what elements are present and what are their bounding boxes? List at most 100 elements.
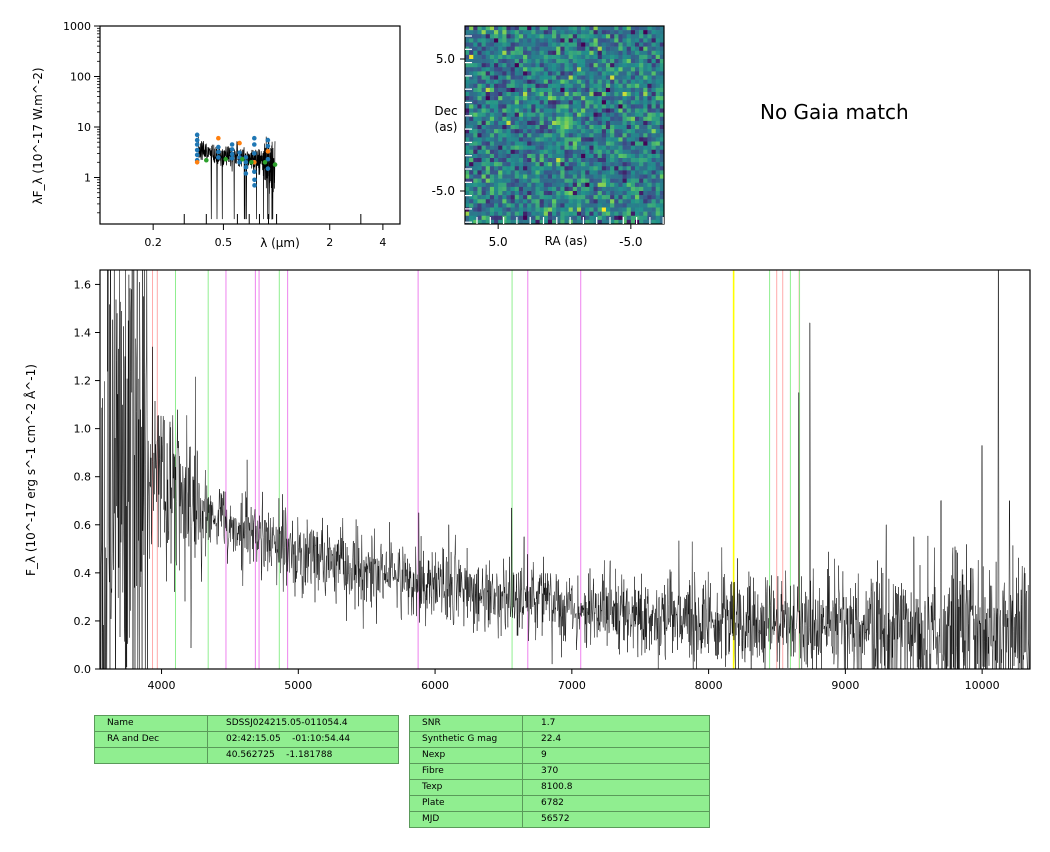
image-pixel — [523, 207, 528, 212]
image-pixel — [518, 100, 524, 105]
image-pixel — [614, 166, 619, 171]
table-key-cell: Synthetic G mag — [409, 731, 523, 748]
image-pixel — [535, 219, 540, 225]
image-pixel — [523, 96, 528, 101]
image-pixel — [547, 178, 553, 184]
image-pixel — [589, 71, 594, 76]
image-pixel — [618, 96, 623, 101]
image-pixel — [465, 149, 470, 155]
image-pixel — [568, 116, 574, 122]
image-pixel — [465, 108, 470, 113]
image-pixel — [485, 133, 491, 138]
image-pixel — [547, 211, 553, 217]
image-pixel — [477, 125, 482, 130]
image-pixel — [593, 219, 598, 225]
image-pixel — [576, 178, 582, 184]
image-pixel — [572, 42, 578, 47]
image-pixel — [523, 104, 528, 109]
image-pixel — [622, 50, 627, 56]
image-pixel — [535, 178, 540, 184]
image-pixel — [523, 178, 528, 184]
image-pixel — [614, 116, 619, 122]
image-pixel — [485, 92, 491, 97]
image-pixel — [473, 137, 478, 142]
image-pixel — [556, 153, 561, 159]
image-pixel — [531, 129, 536, 134]
image-pixel — [469, 207, 474, 212]
image-pixel — [535, 42, 540, 47]
image-pixel — [518, 195, 524, 200]
image-pixel — [552, 87, 557, 93]
image-pixel — [547, 174, 553, 179]
image-pixel — [485, 158, 491, 163]
image-pixel — [622, 96, 627, 101]
image-pixel — [630, 59, 636, 64]
image-pixel — [465, 199, 470, 204]
image-pixel — [568, 42, 574, 47]
image-pixel — [514, 211, 520, 217]
image-pixel — [630, 162, 636, 167]
image-pixel — [552, 125, 557, 130]
image-pixel — [527, 186, 532, 192]
image-pixel — [535, 46, 540, 52]
image-pixel — [630, 215, 636, 221]
image-pixel — [593, 133, 598, 138]
image-pixel — [618, 178, 623, 184]
image-pixel — [639, 50, 644, 56]
image-pixel — [481, 137, 487, 142]
image-pixel — [481, 129, 487, 134]
image-pixel — [547, 199, 553, 204]
image-pixel — [597, 116, 603, 122]
image-pixel — [593, 199, 598, 204]
image-pixel — [605, 38, 611, 43]
image-pixel — [477, 71, 482, 76]
image-pixel — [518, 116, 524, 122]
image-pixel — [585, 120, 590, 126]
image-pixel — [589, 158, 594, 163]
spectrum-ytick-label: 1.2 — [74, 375, 92, 388]
image-pixel — [465, 182, 470, 188]
image-pixel — [576, 30, 582, 35]
image-pixel — [605, 100, 611, 105]
sed-photometry-point — [229, 147, 235, 152]
image-pixel — [593, 141, 598, 146]
image-pixel — [552, 26, 557, 31]
image-pixel — [651, 199, 657, 204]
image-pixel — [489, 195, 495, 200]
image-pixel — [626, 207, 632, 212]
image-pixel — [585, 79, 590, 85]
image-pixel — [477, 199, 482, 204]
image-pixel — [539, 120, 545, 126]
sed-photometry-point — [216, 149, 221, 155]
image-pixel — [651, 149, 657, 155]
image-pixel — [639, 96, 644, 101]
image-pixel — [655, 83, 661, 89]
image-pixel — [514, 153, 520, 159]
image-pixel — [518, 149, 524, 155]
image-pixel — [659, 75, 665, 80]
image-pixel — [572, 166, 578, 171]
image-pixel — [626, 96, 632, 101]
image-pixel — [589, 145, 594, 151]
image-pixel — [481, 203, 487, 208]
image-pixel — [543, 34, 549, 39]
image-pixel — [651, 112, 657, 118]
image-pixel — [514, 125, 520, 130]
image-pixel — [605, 219, 611, 225]
image-pixel — [576, 203, 582, 208]
image-panel: 5.0-5.05.0 -5.0 RA (as) Dec (as) — [432, 25, 665, 249]
image-pixel — [597, 153, 603, 159]
image-pixel — [502, 59, 507, 64]
image-pixel — [568, 30, 574, 35]
image-pixel — [498, 153, 503, 159]
image-pixel — [593, 26, 598, 31]
image-pixel — [547, 63, 553, 68]
image-pixel — [489, 79, 495, 85]
image-pixel — [498, 207, 503, 212]
table-row: Nexp 9 — [409, 747, 710, 764]
image-pixel — [564, 199, 569, 204]
table-row: 40.562725 -1.181788 — [94, 747, 399, 764]
image-pixel — [597, 166, 603, 171]
image-pixel — [514, 186, 520, 192]
image-pixel — [614, 46, 619, 52]
